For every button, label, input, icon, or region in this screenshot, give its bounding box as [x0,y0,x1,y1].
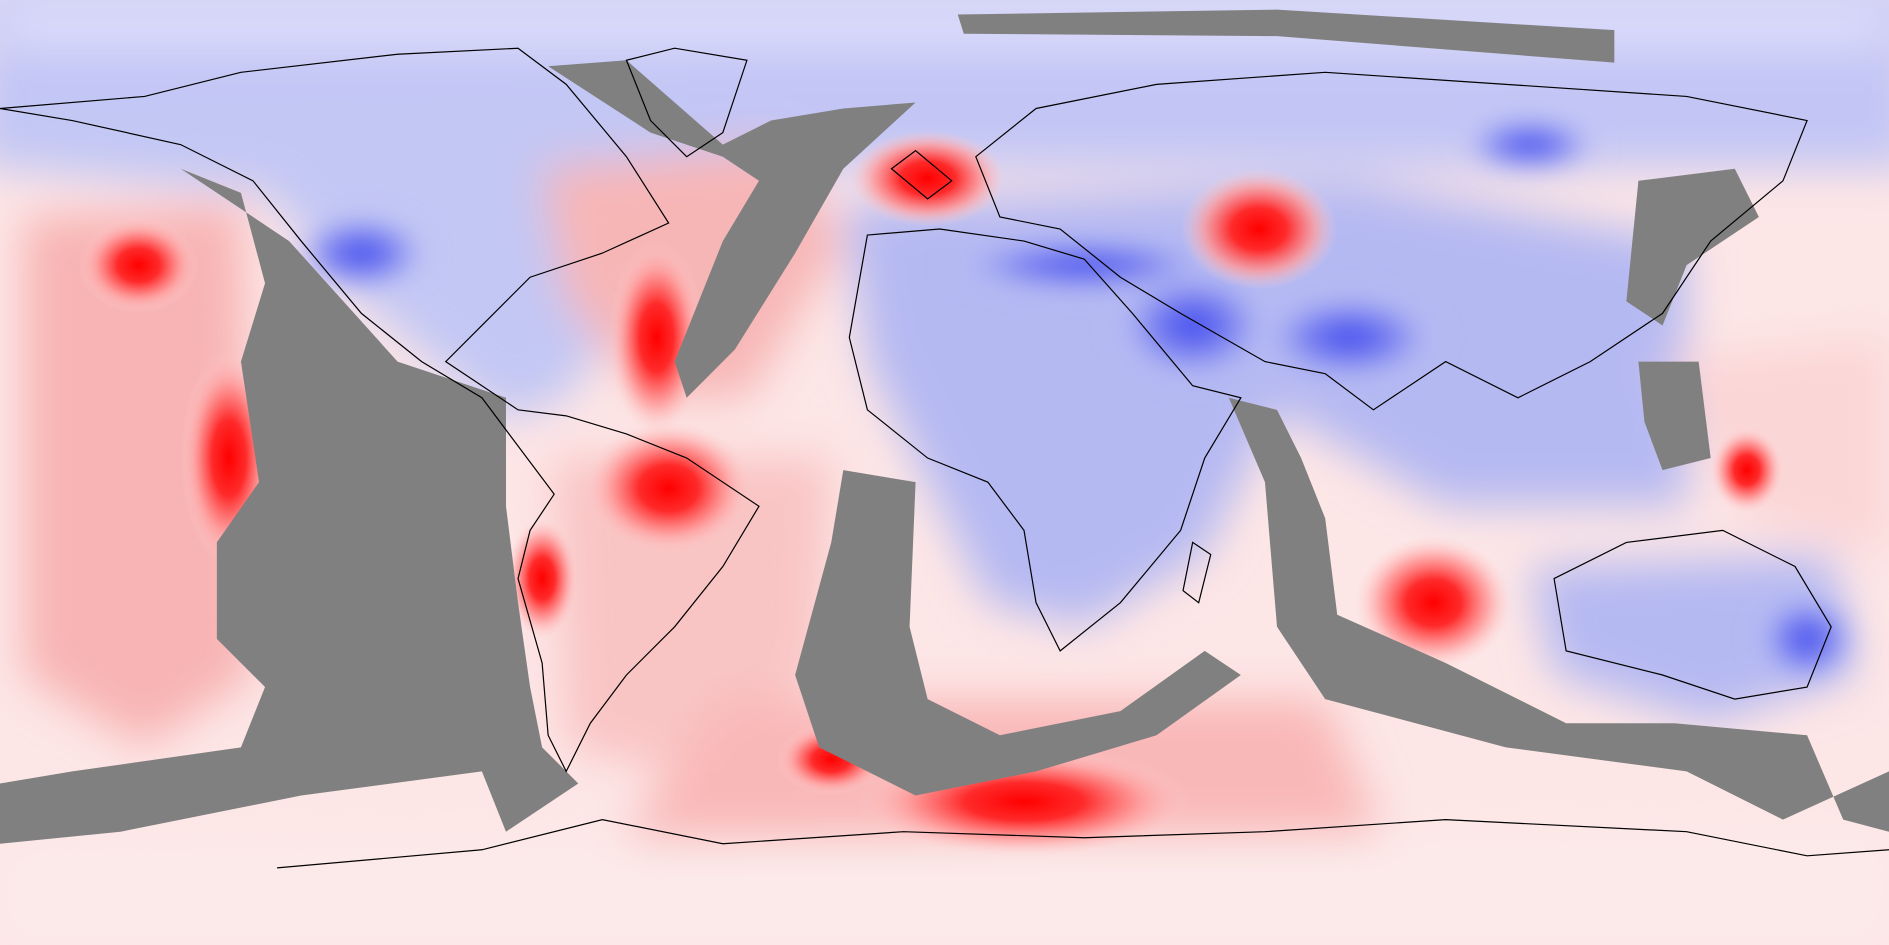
coastlines [0,47,1889,869]
africa-coast [848,228,1242,652]
greenland-coast [625,47,748,158]
madagascar-coast [1182,541,1212,604]
eurasia-coast [975,71,1808,411]
masked-indian-ocean [1228,397,1889,832]
masked-philippines [1638,361,1711,471]
masked-pacific [0,168,579,844]
masked-japan [1626,168,1759,326]
cold-cores [289,114,1862,688]
masked-south-atlantic [795,470,1241,796]
americas-coast [0,47,760,773]
masked-regions [0,9,1889,844]
antarctica-coast [277,819,1889,869]
masked-arctic [957,9,1615,63]
britain-coast [890,149,953,200]
masked-north-atlantic [548,60,916,398]
australia-coast [1553,529,1832,700]
